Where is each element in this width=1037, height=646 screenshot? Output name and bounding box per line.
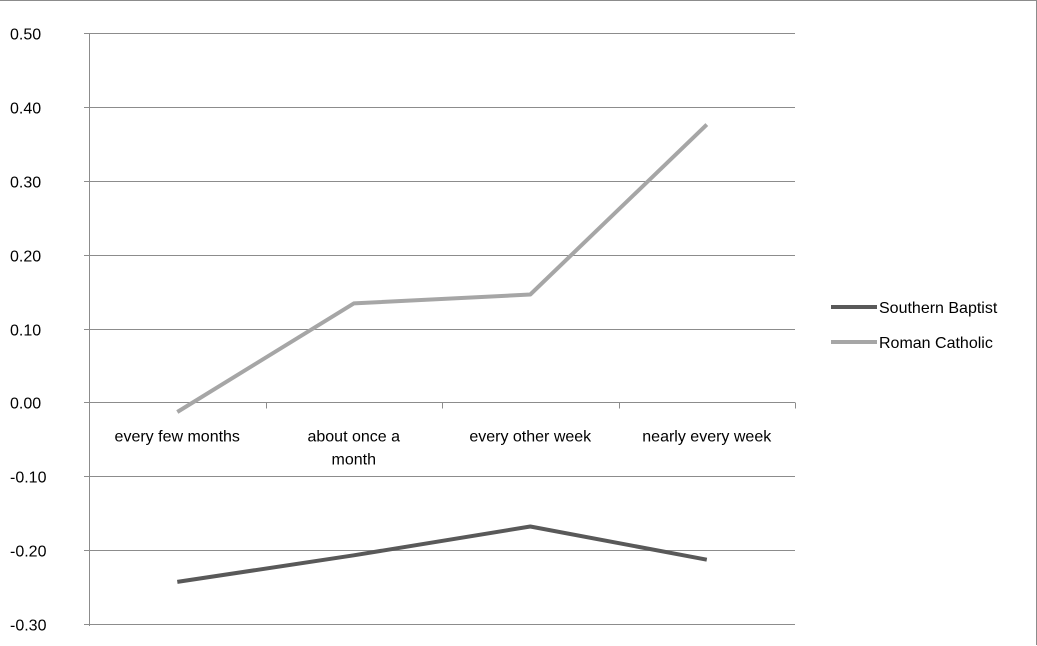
legend: Southern Baptist Roman Catholic	[831, 300, 998, 352]
series-line-roman-catholic	[177, 125, 707, 412]
y-tick-label: 0.00	[10, 396, 41, 413]
y-tick-label: 0.30	[10, 175, 41, 192]
y-tick-label: 0.20	[10, 249, 41, 266]
gridlines	[89, 34, 795, 625]
y-tick-label: -0.10	[10, 470, 47, 487]
x-tick-labels: every few months about once a month every o…	[115, 429, 773, 469]
y-tick-label: -0.20	[10, 544, 47, 561]
x-tick-label: month	[332, 452, 376, 469]
y-tick-labels: 0.50 0.40 0.30 0.20 0.10 0.00 -0.10 -0.20 -0.30	[10, 27, 47, 635]
y-tick-label: 0.10	[10, 323, 41, 340]
x-tick-label: every few months	[115, 429, 240, 446]
y-tick-label: 0.40	[10, 101, 41, 118]
x-tick-label: nearly every week	[642, 429, 772, 446]
legend-label: Roman Catholic	[879, 335, 993, 352]
y-tick-label: -0.30	[10, 618, 47, 635]
series-line-southern-baptist	[177, 527, 707, 582]
y-tick-label: 0.50	[10, 27, 41, 44]
series-lines	[177, 125, 707, 582]
legend-label: Southern Baptist	[879, 300, 998, 317]
x-tick-label: every other week	[469, 429, 592, 446]
x-tick-label: about once a	[307, 429, 400, 446]
